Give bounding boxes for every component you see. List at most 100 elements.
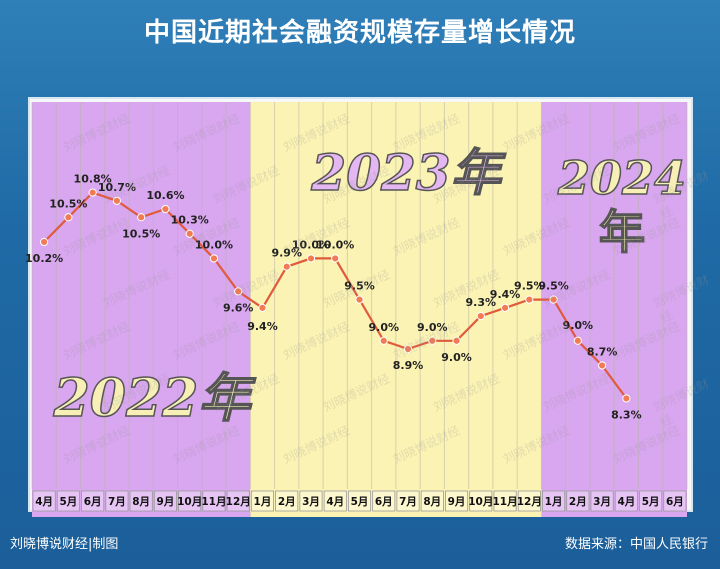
data-label: 10.0% xyxy=(292,238,330,251)
source-text: 数据来源：中国人民银行 xyxy=(564,537,708,552)
data-label: 9.4% xyxy=(247,320,278,333)
x-tick-label: 6月 xyxy=(666,496,684,508)
x-tick-label: 4月 xyxy=(35,496,53,508)
data-label: 10.7% xyxy=(98,181,136,194)
x-tick-label: 7月 xyxy=(399,496,417,508)
year-label-suffix: 年 xyxy=(599,205,645,259)
x-tick-label: 1月 xyxy=(254,496,272,508)
x-tick-cell xyxy=(469,490,493,512)
data-label: 9.9% xyxy=(271,247,302,260)
data-point xyxy=(306,254,316,263)
x-tick-cell xyxy=(420,490,444,512)
data-label: 10.0% xyxy=(316,238,354,251)
data-point xyxy=(112,196,122,205)
x-tick-label: 2月 xyxy=(278,496,296,508)
data-point xyxy=(161,204,170,214)
x-tick-label: 3月 xyxy=(593,496,611,508)
x-tick-cell xyxy=(178,490,202,512)
data-point xyxy=(209,254,219,263)
x-tick-label: 6月 xyxy=(375,496,393,508)
x-tick-cell xyxy=(542,490,566,512)
data-label: 10.5% xyxy=(122,227,160,240)
data-label: 10.3% xyxy=(171,214,209,227)
x-tick-cell xyxy=(299,490,323,512)
x-tick-label: 12月 xyxy=(226,496,251,508)
data-point xyxy=(185,229,194,238)
data-point xyxy=(500,303,510,312)
data-point xyxy=(88,188,97,197)
data-point xyxy=(549,295,558,304)
x-tick-label: 6月 xyxy=(84,496,102,508)
x-tick-label: 5月 xyxy=(59,496,77,508)
x-tick-cell xyxy=(347,490,372,512)
credit-text: 刘晓博说财经|制图 xyxy=(10,537,119,552)
data-label: 10.8% xyxy=(74,173,112,186)
x-tick-cell xyxy=(614,490,638,512)
data-point xyxy=(258,303,267,312)
data-point xyxy=(525,295,534,304)
x-tick-label: 11月 xyxy=(492,496,517,508)
data-point xyxy=(597,361,607,370)
data-label: 9.6% xyxy=(223,301,254,314)
year-label-2022年: 2022年 xyxy=(53,368,257,429)
data-point xyxy=(428,336,437,345)
x-tick-cell xyxy=(56,490,80,512)
x-tick-cell xyxy=(517,490,541,512)
x-tick-cell xyxy=(639,490,663,512)
data-label: 9.0% xyxy=(369,321,400,334)
x-tick-label: 10月 xyxy=(177,496,202,508)
x-tick-cell xyxy=(129,490,153,512)
data-label: 9.4% xyxy=(490,288,521,301)
x-tick-label: 8月 xyxy=(423,496,441,508)
data-label: 8.3% xyxy=(611,408,642,421)
data-label: 10.5% xyxy=(49,197,87,210)
x-tick-cell xyxy=(323,490,347,512)
data-point xyxy=(137,213,146,222)
x-tick-label: 12月 xyxy=(517,496,542,508)
x-tick-label: 9月 xyxy=(157,496,175,508)
x-tick-label: 8月 xyxy=(132,496,150,508)
data-label: 9.0% xyxy=(563,319,594,332)
x-tick-cell xyxy=(202,490,226,512)
x-tick-cell xyxy=(226,490,250,512)
data-label: 10.2% xyxy=(25,252,63,265)
data-label: 9.5% xyxy=(514,280,545,293)
data-label: 8.7% xyxy=(587,345,618,358)
x-tick-cell xyxy=(493,490,517,512)
x-tick-cell xyxy=(275,490,299,512)
year-label-2024年: 2024 xyxy=(557,151,686,205)
data-point xyxy=(403,344,413,354)
x-tick-cell xyxy=(590,490,614,512)
data-point xyxy=(355,295,364,304)
x-tick-label: 4月 xyxy=(326,496,344,508)
x-tick-label: 4月 xyxy=(617,496,635,508)
x-tick-cell xyxy=(372,490,396,512)
x-tick-label: 11月 xyxy=(201,496,226,508)
data-point xyxy=(331,254,340,263)
x-tick-cell xyxy=(105,490,129,512)
x-tick-cell xyxy=(566,490,590,512)
data-label: 9.3% xyxy=(466,296,497,309)
data-label: 9.0% xyxy=(441,351,472,364)
x-tick-cell xyxy=(153,490,177,512)
data-point xyxy=(379,336,388,345)
data-point xyxy=(64,213,73,222)
data-label: 8.9% xyxy=(393,359,424,372)
data-point xyxy=(282,262,291,271)
chart-title: 中国近期社会融资规模存量增长情况 xyxy=(143,18,576,48)
data-point xyxy=(40,237,49,247)
data-point xyxy=(452,336,461,345)
x-tick-cell xyxy=(445,490,469,512)
data-point xyxy=(234,287,243,296)
x-tick-cell xyxy=(396,490,420,512)
x-tick-cell xyxy=(250,490,274,512)
data-label: 9.0% xyxy=(417,321,448,334)
x-tick-cell xyxy=(32,490,56,512)
x-tick-label: 5月 xyxy=(351,496,369,508)
data-label: 10.0% xyxy=(195,238,233,251)
x-tick-label: 10月 xyxy=(468,496,493,508)
x-tick-label: 7月 xyxy=(108,496,126,508)
x-tick-label: 5月 xyxy=(642,496,660,508)
x-tick-label: 9月 xyxy=(448,496,466,508)
